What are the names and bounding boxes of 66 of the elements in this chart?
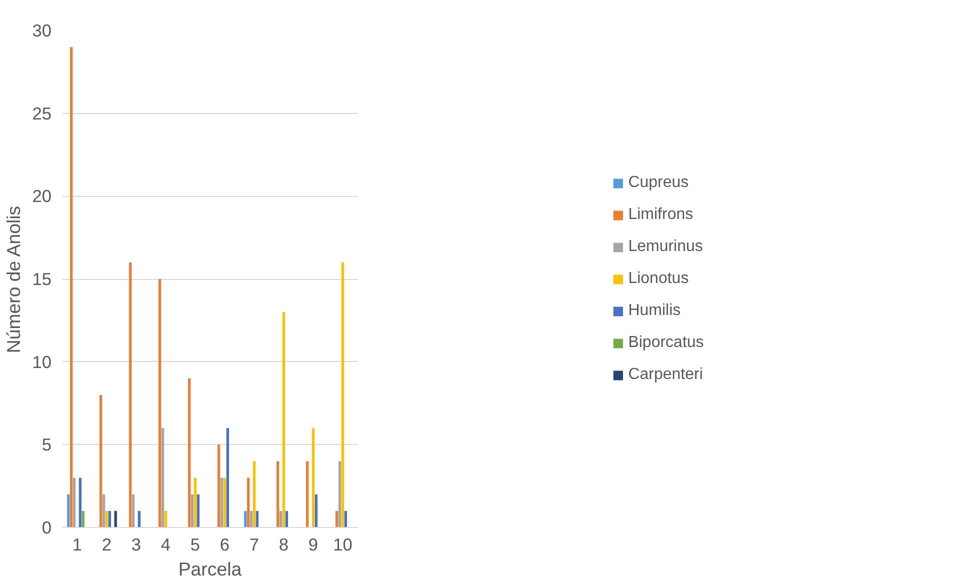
legend-label: Carpenteri [628,366,703,384]
bar [223,478,226,528]
x-tick-label: 2 [102,534,112,554]
bar [72,478,76,528]
bar [164,510,168,528]
bar [70,47,73,528]
bar [314,494,318,528]
bar [196,494,200,528]
bar [336,510,338,528]
legend-label: Lionotus [628,270,689,288]
legend-label: Cupreus [628,174,689,192]
bar [114,510,117,528]
bar [82,510,84,528]
legend-label: Limifrons [628,206,694,224]
bar [100,394,102,528]
bar [344,510,348,528]
bar [279,510,282,528]
bar [312,428,315,528]
bar [67,494,70,528]
bar [338,461,342,528]
bar [102,494,106,528]
bar [341,262,344,528]
y-tick-label: 25 [32,103,52,124]
bar [158,279,162,528]
bar [306,461,309,528]
bar [250,510,253,528]
y-tick-label: 10 [32,352,52,372]
bar [244,510,247,528]
y-tick-label: 15 [32,269,52,289]
y-tick-label: 20 [32,186,52,206]
bar [105,510,108,528]
bar [78,478,82,528]
x-tick-label: 5 [190,534,200,554]
x-tick-label: 7 [249,534,260,554]
x-axis-title: Parcela [178,558,242,580]
x-tick-label: 4 [160,534,171,554]
y-tick-label: 30 [32,20,52,40]
bar [161,428,164,528]
bar [108,510,112,528]
bar [190,494,194,528]
bar [132,494,135,528]
y-tick-label: 5 [42,434,52,455]
bar [138,510,141,528]
bar [129,262,132,528]
legend-label: Biporcatus [628,334,704,352]
bar [252,461,256,528]
bar [188,378,191,528]
bar [220,478,224,528]
bar [282,312,286,528]
bar [247,478,250,528]
bar [256,510,259,528]
y-tick-label: 0 [42,518,52,538]
x-tick-label: 10 [333,534,352,554]
bar [194,478,197,528]
y-axis-title: Número de Anolis [3,206,24,354]
bar [276,461,280,528]
legend-label: Lemurinus [628,238,703,256]
x-tick-label: 8 [278,534,289,554]
x-tick-label: 6 [220,534,230,554]
bar [285,510,288,528]
x-tick-label: 3 [131,534,142,554]
x-tick-label: 1 [72,534,82,554]
x-tick-label: 9 [308,534,318,554]
legend-label: Humilis [628,302,681,320]
bar [226,428,230,528]
bar [218,444,220,528]
